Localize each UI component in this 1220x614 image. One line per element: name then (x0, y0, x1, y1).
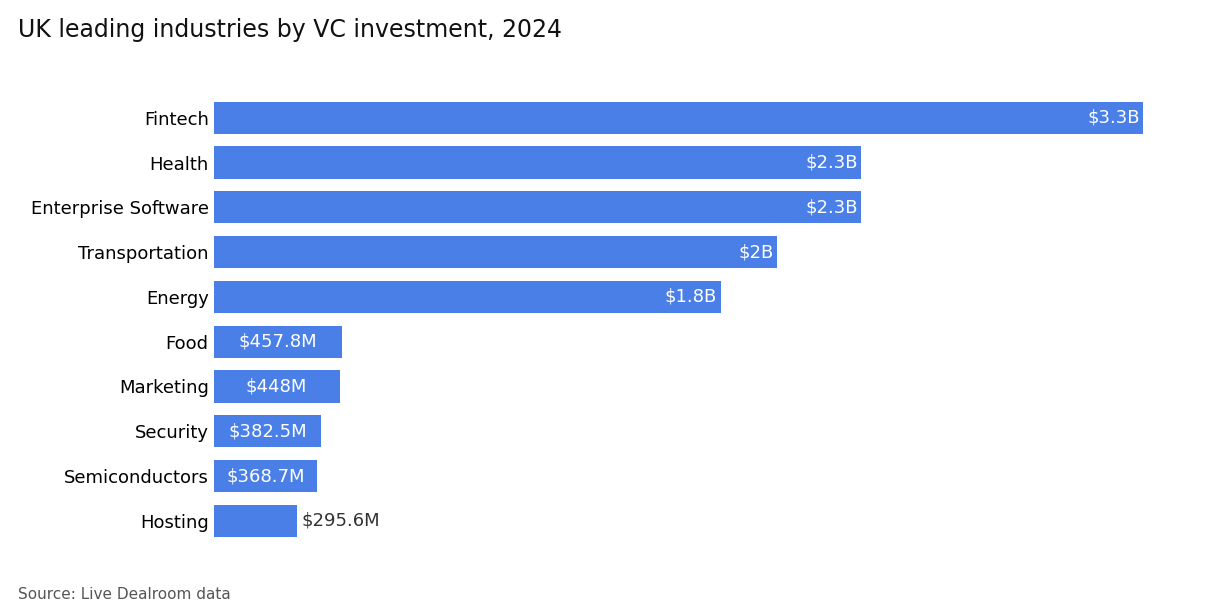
Bar (214, 415, 321, 448)
Text: $295.6M: $295.6M (301, 512, 381, 530)
Text: $457.8M: $457.8M (239, 333, 317, 351)
Text: $2.3B: $2.3B (805, 154, 858, 171)
Text: $448M: $448M (246, 378, 307, 395)
Bar (214, 460, 317, 492)
Text: $368.7M: $368.7M (226, 467, 305, 485)
Text: $2B: $2B (738, 243, 773, 261)
Text: Source: Live Dealroom data: Source: Live Dealroom data (18, 587, 231, 602)
Bar (214, 101, 1143, 134)
Text: $2.3B: $2.3B (805, 198, 858, 216)
Text: $3.3B: $3.3B (1087, 109, 1139, 126)
Bar (214, 191, 861, 223)
Bar (214, 236, 777, 268)
Bar (214, 370, 339, 403)
Bar (214, 281, 721, 313)
Bar (214, 505, 296, 537)
Text: $382.5M: $382.5M (228, 422, 306, 440)
Bar (214, 325, 343, 358)
Text: $1.8B: $1.8B (665, 288, 717, 306)
Bar (214, 146, 861, 179)
Text: UK leading industries by VC investment, 2024: UK leading industries by VC investment, … (18, 18, 562, 42)
